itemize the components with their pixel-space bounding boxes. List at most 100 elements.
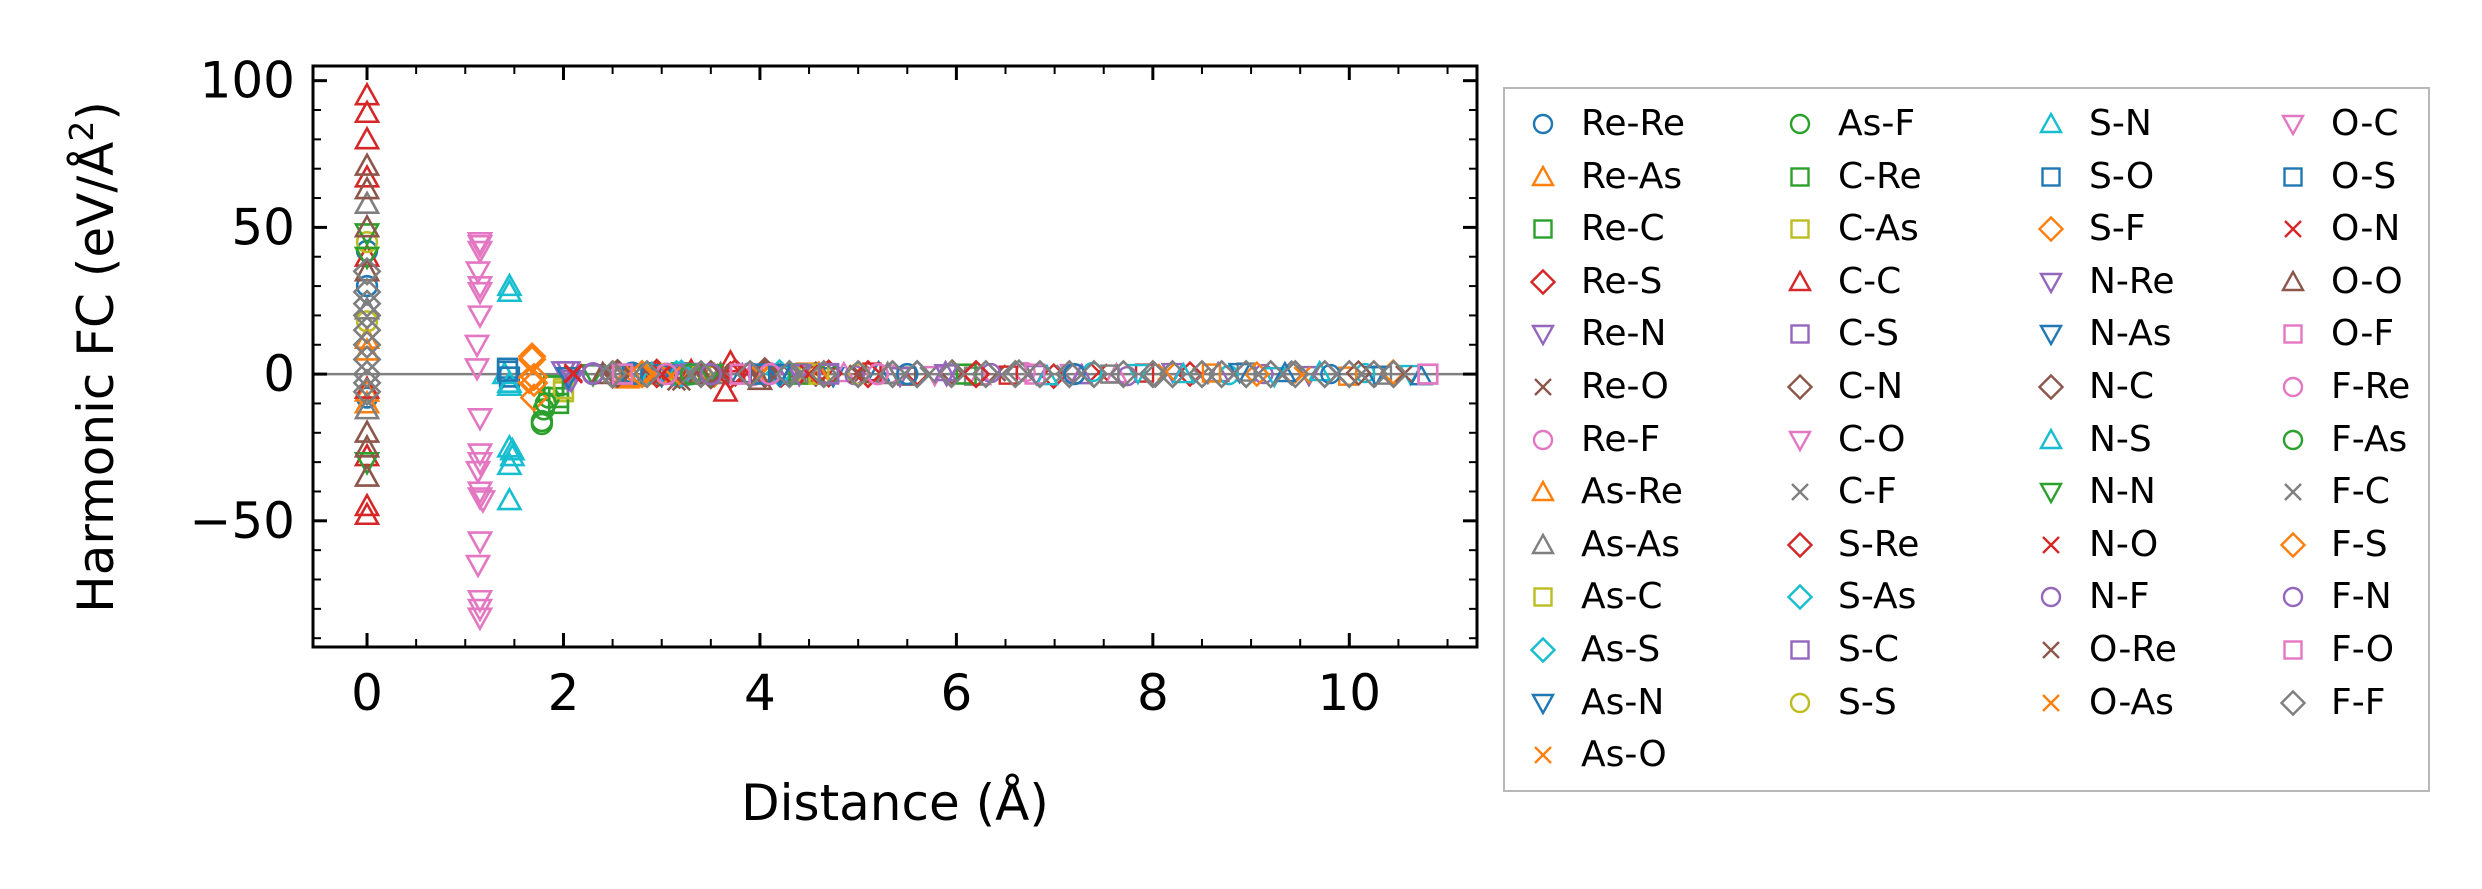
- point-F-As: [534, 392, 557, 415]
- point-O-C: [466, 452, 494, 476]
- point-F-F: [809, 359, 839, 389]
- legend-marker: [2283, 324, 2303, 345]
- point-Re-Re: [896, 362, 919, 386]
- legend-item: S-C: [1780, 630, 1899, 670]
- point-N-S: [499, 436, 526, 461]
- legend-label: F-Re: [2331, 366, 2411, 407]
- legend-item: O-F: [2273, 314, 2394, 354]
- legend-item: F-F: [2273, 682, 2385, 723]
- point-F-F: [1280, 359, 1310, 389]
- band-point: [1040, 362, 1067, 390]
- point-C-C: [353, 125, 381, 150]
- legend-marker: [1533, 587, 1553, 608]
- legend-marker: [2283, 166, 2303, 187]
- legend-marker: [2280, 114, 2306, 137]
- point-F-F: [1158, 359, 1187, 389]
- band-point: [1201, 363, 1222, 383]
- y-tick-label: 50: [231, 198, 295, 256]
- point-F-F: [843, 359, 873, 389]
- legend-label: S-Re: [1838, 523, 1920, 565]
- legend-item: As-O: [1523, 735, 1667, 775]
- point-O-N: [651, 364, 672, 384]
- legend-item: O-N: [2273, 209, 2400, 249]
- legend-label: As-S: [1581, 629, 1661, 670]
- legend-marker: [2038, 482, 2064, 505]
- point-C-O: [463, 358, 491, 382]
- legend-marker: [1786, 531, 1814, 558]
- point-F-O: [729, 363, 751, 385]
- series-N-N: [353, 223, 725, 476]
- point-C-C: [353, 501, 381, 526]
- legend-marker: [1786, 373, 1814, 401]
- legend-label: As-F: [1838, 103, 1916, 144]
- x-tick-label: 4: [744, 664, 776, 722]
- point-F-S: [519, 368, 549, 398]
- point-F-F: [971, 359, 1001, 389]
- series-F-O: [611, 363, 1439, 385]
- point-As-As: [353, 190, 381, 215]
- legend-item: N-Re: [2031, 260, 2175, 302]
- x-tick-label: 10: [1317, 664, 1381, 722]
- legend-marker: [2038, 325, 2064, 347]
- legend-marker: [2282, 587, 2304, 608]
- y-tick-label: 100: [200, 52, 295, 110]
- point-C-O: [464, 261, 492, 286]
- legend-label: N-S: [2089, 418, 2152, 460]
- legend-marker: [1530, 693, 1556, 716]
- legend-marker: [2038, 272, 2064, 295]
- legend-label: Re-Re: [1581, 103, 1686, 144]
- point-F-F: [352, 315, 382, 345]
- legend-label: F-C: [2331, 471, 2390, 513]
- legend-label: S-C: [1838, 629, 1899, 670]
- series-F-Re: [655, 362, 890, 386]
- legend-marker: [1790, 640, 1810, 660]
- band-point: [1395, 365, 1413, 383]
- legend-item: As-F: [1780, 104, 1915, 144]
- legend-label: F-S: [2331, 523, 2388, 565]
- point-C-O: [466, 240, 494, 265]
- point-O-O: [353, 419, 381, 443]
- legend-item: F-As: [2273, 419, 2407, 460]
- scatter-marks: [352, 81, 1439, 632]
- legend-marker: [1534, 746, 1552, 765]
- x-tick-label: 6: [940, 664, 972, 722]
- legend-marker: [2284, 483, 2302, 502]
- legend-label: O-As: [2089, 681, 2174, 723]
- legend-label: N-Re: [2089, 260, 2175, 302]
- legend-marker: [1532, 113, 1554, 135]
- legend-item: C-As: [1780, 209, 1919, 249]
- legend: Re-Re Re-As Re-C Re-S Re-N Re-O Re-F As-Re As-As…: [1503, 87, 2430, 792]
- point-As-As: [707, 360, 734, 385]
- point-F-F: [632, 359, 662, 389]
- point-F-F: [598, 359, 628, 389]
- x-axis-label: Distance (Å): [741, 774, 1049, 832]
- band-point: [1243, 360, 1271, 388]
- point-O-O: [353, 433, 381, 458]
- band-point: [1320, 363, 1341, 385]
- x-tick-label: 2: [548, 664, 580, 722]
- legend-marker: [1790, 166, 1810, 187]
- legend-label: Re-O: [1581, 366, 1669, 407]
- legend-marker: [1530, 532, 1556, 554]
- legend-item: O-Re: [2031, 630, 2177, 670]
- point-F-F: [1138, 359, 1168, 389]
- point-As-As: [353, 395, 381, 420]
- legend-marker: [2279, 531, 2307, 558]
- point-C-C: [353, 163, 381, 188]
- legend-marker: [2280, 269, 2306, 291]
- legend-marker: [2037, 215, 2065, 243]
- band-point: [1069, 362, 1094, 385]
- legend-marker: [2284, 220, 2302, 239]
- legend-marker: [2282, 429, 2304, 450]
- y-tick-label: 0: [263, 345, 295, 403]
- legend-label: As-As: [1581, 523, 1680, 565]
- point-S-N: [499, 442, 526, 467]
- point-C-O: [464, 460, 492, 485]
- point-C-O: [466, 408, 494, 432]
- point-Re-C: [955, 363, 977, 385]
- point-O-C: [466, 275, 494, 300]
- point-N-N: [353, 452, 381, 476]
- legend-item: As-Re: [1523, 472, 1683, 512]
- point-F-F: [352, 359, 382, 389]
- legend-item: F-O: [2273, 630, 2394, 670]
